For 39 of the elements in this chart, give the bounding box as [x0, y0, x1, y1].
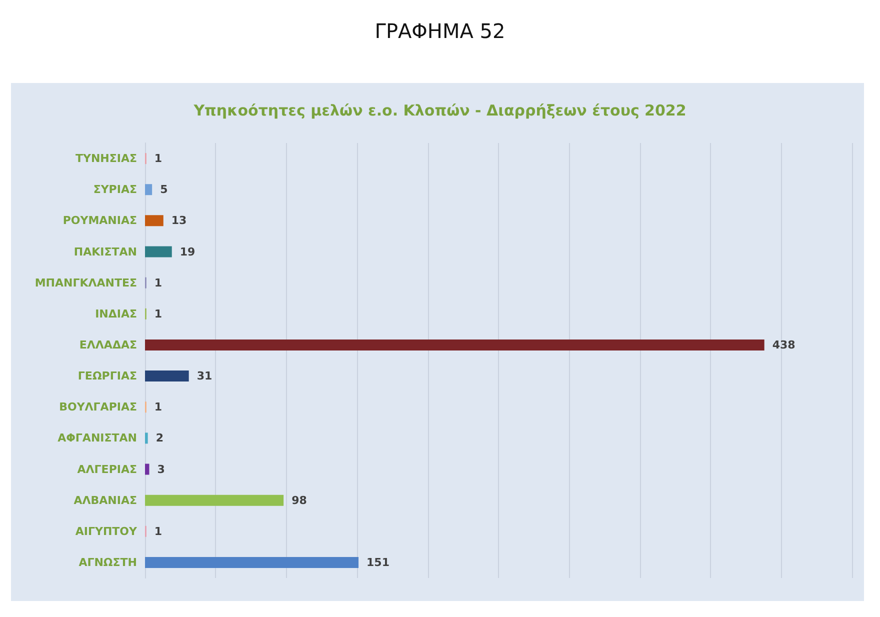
data-label: 98: [292, 494, 307, 507]
y-tick-label: ΜΠΑΝΓΚΛΑΝΤΕΣ: [34, 276, 137, 290]
bar: [145, 556, 359, 568]
y-tick-label: ΑΛΒΑΝΙΑΣ: [74, 494, 137, 507]
y-tick-label: ΕΛΛΑΔΑΣ: [79, 338, 137, 352]
bar: [145, 184, 152, 196]
y-tick-label: ΒΟΥΛΓΑΡΙΑΣ: [59, 400, 137, 414]
data-label: 31: [196, 370, 212, 383]
y-tick-label: ΑΛΓΕΡΙΑΣ: [77, 462, 137, 476]
y-tick-label: ΣΥΡΙΑΣ: [93, 183, 137, 196]
data-label: 3: [157, 462, 165, 476]
y-tick-label: ΠΑΚΙΣΤΑΝ: [74, 245, 137, 258]
y-tick-label: ΤΥΝΗΣΙΑΣ: [75, 152, 137, 166]
data-label: 1: [154, 524, 162, 538]
y-tick-label: ΑΙΓΥΠΤΟΥ: [75, 524, 138, 538]
data-label: 1: [154, 400, 162, 414]
bar: [145, 370, 189, 382]
data-label: 151: [366, 556, 390, 569]
bar: [145, 464, 150, 475]
data-label: 1: [154, 152, 162, 166]
data-label: 438: [772, 338, 796, 352]
data-label: 1: [154, 307, 162, 320]
y-tick-label: ΡΟΥΜΑΝΙΑΣ: [62, 214, 137, 228]
bar: [145, 494, 284, 506]
data-label: 1: [154, 276, 162, 290]
data-label: 2: [156, 432, 164, 445]
bar: [145, 215, 164, 226]
chart-subtitle: Υπηκοότητες μελών ε.ο. Κλοπών - Διαρρήξεων έτους 2022: [192, 102, 686, 120]
y-tick-label: ΑΦΓΑΝΙΣΤΑΝ: [58, 432, 137, 445]
data-label: 19: [180, 245, 196, 258]
data-label: 5: [160, 183, 168, 196]
data-label: 13: [171, 214, 187, 228]
bar: [145, 432, 148, 444]
bar: [145, 246, 172, 258]
y-tick-label: ΑΓΝΩΣΤΗ: [78, 556, 137, 569]
chart-title: ΓΡΑΦΗΜΑ 52: [374, 19, 506, 43]
bar: [145, 339, 764, 350]
y-tick-label: ΙΝΔΙΑΣ: [95, 307, 137, 320]
y-tick-label: ΓΕΩΡΓΙΑΣ: [78, 370, 137, 383]
